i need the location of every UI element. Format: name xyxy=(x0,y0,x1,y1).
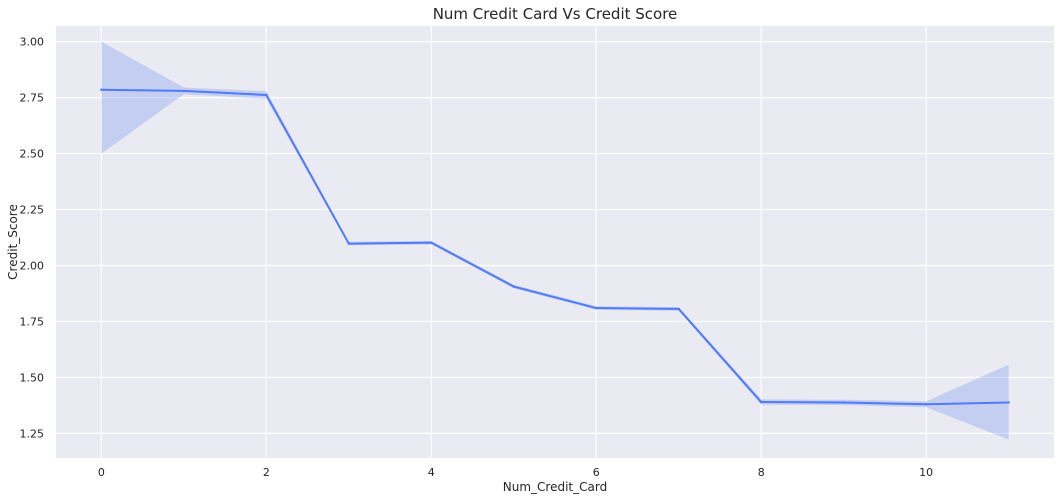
chart-title: Num Credit Card Vs Credit Score xyxy=(433,5,678,23)
y-tick-label: 2.50 xyxy=(20,148,45,161)
x-tick-label: 4 xyxy=(428,466,435,479)
data-point xyxy=(347,242,351,245)
x-tick-label: 8 xyxy=(758,466,765,479)
y-tick-label: 1.25 xyxy=(20,427,45,440)
data-point xyxy=(265,93,268,97)
y-tick-label: 1.50 xyxy=(20,371,45,384)
y-tick-label: 1.75 xyxy=(20,315,45,328)
data-points xyxy=(100,88,1010,406)
data-point xyxy=(842,401,845,404)
y-tick-label: 2.00 xyxy=(20,260,45,273)
y-tick-label: 3.00 xyxy=(20,36,45,49)
data-point xyxy=(430,241,433,244)
x-tick-label: 0 xyxy=(98,466,105,479)
y-axis-label: Credit_Score xyxy=(6,204,20,280)
grid xyxy=(56,26,1054,458)
data-point xyxy=(182,89,186,93)
x-tick-label: 10 xyxy=(919,466,933,479)
series-line xyxy=(100,88,1010,406)
data-point xyxy=(512,285,515,288)
y-tick-label: 2.75 xyxy=(20,92,45,105)
y-tick-label: 2.25 xyxy=(20,204,45,217)
x-tick-label: 6 xyxy=(593,466,600,479)
data-point xyxy=(924,403,928,406)
data-point xyxy=(100,88,103,91)
data-point xyxy=(595,306,598,310)
x-tick-label: 2 xyxy=(263,466,270,479)
data-point xyxy=(677,307,680,311)
x-axis-label: Num_Credit_Card xyxy=(503,480,607,494)
x-tick-labels: 0 2 4 6 8 10 xyxy=(98,466,933,479)
series-lines xyxy=(100,88,1010,406)
y-tick-labels: 1.25 1.50 1.75 2.00 2.25 2.50 2.75 3.00 xyxy=(20,36,45,441)
data-point xyxy=(1007,401,1010,404)
data-point xyxy=(759,400,763,404)
